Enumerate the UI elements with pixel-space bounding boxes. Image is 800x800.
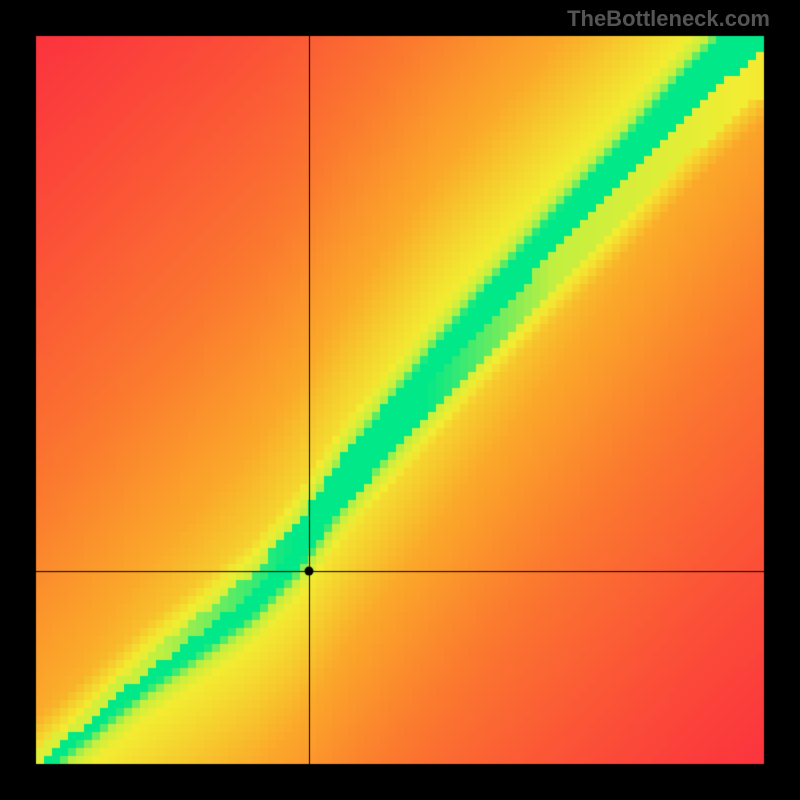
watermark-text: TheBottleneck.com — [567, 6, 770, 32]
heatmap-canvas — [0, 0, 800, 800]
chart-container: TheBottleneck.com — [0, 0, 800, 800]
